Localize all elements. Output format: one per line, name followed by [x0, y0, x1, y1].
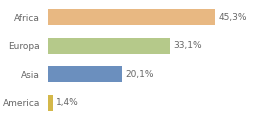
Text: 20,1%: 20,1% [125, 70, 154, 79]
Text: 33,1%: 33,1% [173, 41, 202, 50]
Text: 1,4%: 1,4% [56, 98, 79, 107]
Bar [48, 38, 170, 54]
Bar [48, 9, 215, 25]
Bar [48, 66, 122, 82]
Bar [48, 95, 53, 111]
Text: 45,3%: 45,3% [218, 13, 247, 22]
